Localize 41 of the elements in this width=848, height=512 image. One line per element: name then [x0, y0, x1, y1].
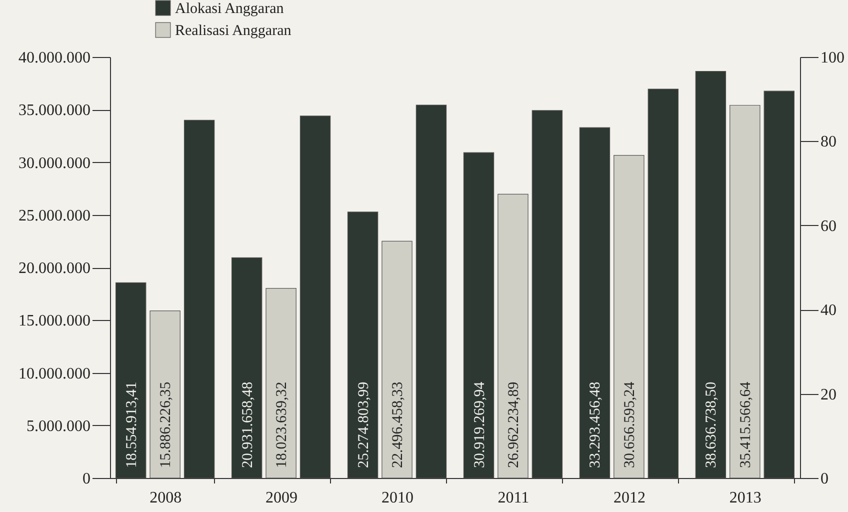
y-tick-label: 0 [82, 470, 90, 488]
legend-label: Alokasi Anggaran [175, 1, 284, 17]
legend-label: Realisasi Anggaran [175, 23, 292, 39]
data-label: 38.636.738,50 [704, 382, 720, 468]
data-label: 33.293.456,48 [588, 382, 604, 468]
data-label: 26.962.234,89 [506, 382, 522, 468]
y2-tick-label: 0 [820, 470, 828, 488]
y2-tick-label: 100 [820, 50, 844, 66]
y-tick-label: 10.000.000 [18, 365, 90, 382]
bar [382, 240, 412, 478]
data-label: 15.886.226,35 [158, 382, 174, 468]
data-label: 30.656.595,24 [622, 381, 638, 468]
y2-tick-label: 40 [820, 302, 836, 320]
data-label: 25.274.803,99 [356, 382, 372, 468]
y-tick-label: 20.000.000 [18, 260, 90, 277]
y-tick-label: 15.000.000 [18, 312, 90, 330]
bar [150, 310, 180, 478]
y2-tick-label: 60 [820, 218, 836, 235]
x-tick-label: 2011 [498, 490, 530, 506]
x-tick-label: 2010 [382, 490, 414, 506]
data-label: 30.919.269,94 [472, 381, 488, 468]
bar [266, 288, 296, 478]
y-tick-label: 35.000.000 [18, 102, 90, 120]
bar [614, 155, 644, 478]
x-tick-label: 2012 [613, 490, 646, 506]
y2-tick-label: 20 [820, 386, 836, 404]
data-label: 18.023.639,32 [274, 382, 290, 468]
y2-tick-label: 80 [820, 134, 836, 151]
y-tick-label: 40.000.000 [18, 50, 90, 66]
y-tick-label: 30.000.000 [18, 154, 90, 172]
data-label: 35.415.566,64 [738, 381, 754, 468]
y-tick-label: 5.000.000 [26, 418, 90, 435]
y-tick-label: 25.000.000 [18, 207, 90, 224]
bar [730, 104, 760, 478]
data-label: 20.931.658,48 [240, 382, 256, 468]
x-tick-label: 2008 [150, 490, 182, 506]
data-label: 18.554.913,41 [124, 382, 140, 468]
bar [498, 194, 528, 478]
x-tick-label: 2009 [266, 490, 298, 506]
x-tick-label: 2013 [729, 490, 762, 506]
data-label: 22.496.458,33 [390, 382, 406, 468]
